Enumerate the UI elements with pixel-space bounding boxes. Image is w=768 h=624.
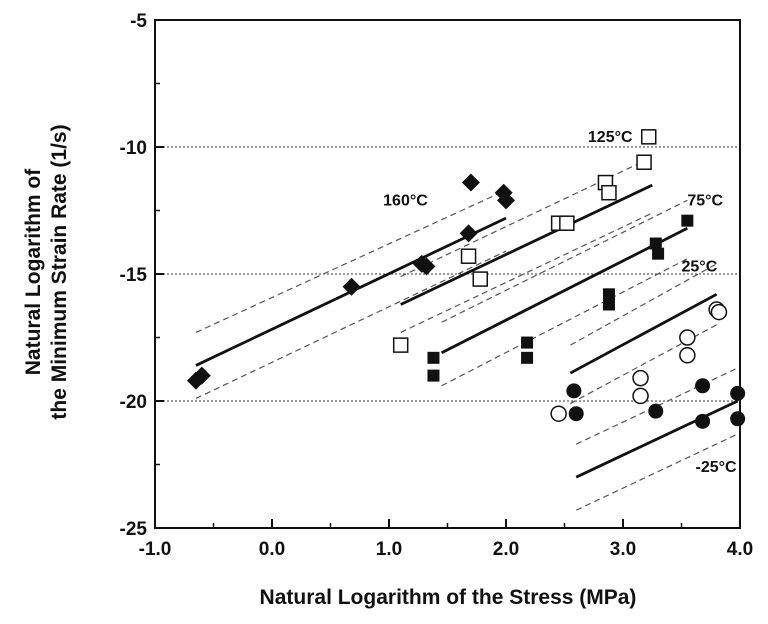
series-labels: 160°C 125°C 75°C 25°C -25°C — [383, 129, 737, 476]
data-point — [566, 383, 582, 399]
data-point — [568, 406, 584, 422]
y-tick-label: -20 — [120, 392, 147, 413]
confidence-band-line — [570, 324, 717, 405]
data-point — [417, 257, 436, 276]
data-point — [681, 214, 694, 227]
data-point — [392, 337, 409, 353]
y-tick-label: -5 — [130, 11, 147, 32]
data-point — [550, 405, 567, 422]
x-tick-label: 0.0 — [259, 539, 285, 560]
data-point — [652, 247, 665, 260]
data-points — [186, 129, 746, 429]
data-point — [679, 347, 696, 364]
x-tick-label: 1.0 — [376, 539, 402, 560]
data-point — [497, 191, 515, 210]
data-point — [710, 303, 728, 321]
confidence-band-line — [400, 156, 653, 278]
y-tick-labels: -25 -20 -15 -10 -5 — [120, 11, 148, 540]
y-tick-label: -10 — [120, 138, 147, 159]
fit-line — [441, 227, 688, 354]
data-point — [648, 403, 664, 419]
fit-line — [569, 293, 718, 375]
data-point — [632, 387, 649, 405]
data-point — [192, 366, 211, 385]
data-point — [602, 298, 615, 311]
y-axis-title-line2: the Minimum Strain Rate (1/s) — [48, 124, 71, 419]
confidence-band-line — [195, 189, 507, 333]
data-point — [427, 351, 440, 364]
confidence-band-line — [570, 263, 717, 346]
x-tick-label: 2.0 — [493, 539, 519, 560]
x-tick-labels: -1.0 0.0 1.0 2.0 3.0 4.0 — [139, 539, 754, 560]
data-point — [632, 369, 649, 387]
data-point — [427, 369, 440, 382]
confidence-band-line — [195, 250, 507, 400]
x-tick-label: 3.0 — [610, 539, 636, 560]
data-point — [461, 173, 480, 192]
series-label: 160°C — [383, 192, 428, 209]
data-point — [460, 248, 477, 264]
y-tick-label: -25 — [120, 519, 148, 540]
data-point — [636, 154, 652, 170]
data-point — [695, 378, 711, 394]
data-point — [695, 413, 711, 429]
data-point — [602, 288, 615, 301]
confidence-bands — [195, 156, 738, 511]
data-point — [472, 271, 489, 287]
data-point — [559, 215, 575, 231]
data-point — [342, 277, 361, 296]
y-tick-label: -15 — [120, 265, 148, 286]
data-point — [521, 336, 534, 349]
fit-line — [400, 183, 653, 306]
data-point — [730, 411, 746, 427]
fit-line — [575, 399, 739, 479]
data-point — [601, 184, 617, 201]
data-point — [640, 129, 657, 145]
axis-ticks — [154, 19, 741, 529]
data-point — [459, 224, 478, 243]
x-tick-label: -1.0 — [139, 539, 172, 560]
confidence-band-line — [400, 212, 653, 333]
reference-lines — [155, 146, 740, 402]
data-point — [730, 385, 746, 401]
data-point — [649, 237, 662, 250]
data-point — [521, 351, 534, 364]
series-label: -25°C — [696, 459, 738, 476]
series-label: 125°C — [588, 129, 633, 146]
series-label: 25°C — [682, 258, 718, 275]
confidence-band-line — [441, 199, 688, 323]
data-point — [679, 329, 696, 346]
y-axis-title-line1: Natural Logarithm of — [22, 168, 45, 376]
series-label: 75°C — [687, 192, 723, 209]
x-tick-label: 4.0 — [727, 539, 753, 560]
confidence-band-line — [441, 258, 688, 387]
x-axis-title: Natural Logarithm of the Stress (MPa) — [260, 586, 637, 609]
